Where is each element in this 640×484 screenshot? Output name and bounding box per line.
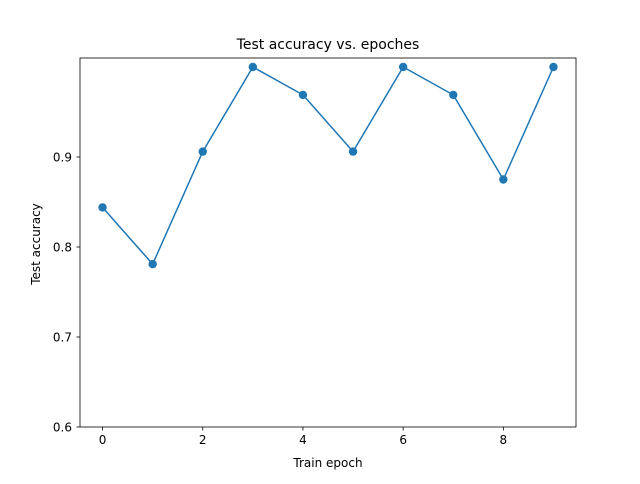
axis-ticks: 0 2 4 6 8 0.6 0.7 0.8 0.9 xyxy=(53,151,507,448)
y-tick-label: 0.7 xyxy=(53,331,72,345)
x-tick-label: 4 xyxy=(299,433,307,447)
x-axis-label: Train epoch xyxy=(292,456,362,470)
y-tick-label: 0.6 xyxy=(53,421,72,435)
data-point xyxy=(98,203,107,212)
y-tick-label: 0.9 xyxy=(53,151,72,165)
axes-frame xyxy=(79,57,577,428)
plot-area xyxy=(79,57,577,428)
data-point xyxy=(348,147,358,156)
data-point xyxy=(499,175,508,184)
chart-title: Test accuracy vs. epoches xyxy=(236,37,420,53)
data-point xyxy=(398,62,408,72)
series-line xyxy=(101,66,555,265)
x-tick-label: 2 xyxy=(199,433,207,447)
data-point xyxy=(148,259,157,269)
y-tick-label: 0.8 xyxy=(53,241,72,255)
data-point xyxy=(298,90,308,100)
x-tick-label: 0 xyxy=(99,433,107,447)
y-axis-label: Test accuracy xyxy=(29,203,43,286)
x-tick-label: 6 xyxy=(399,433,407,447)
x-tick-label: 8 xyxy=(500,433,508,447)
series-layer xyxy=(98,62,558,269)
data-point xyxy=(198,147,207,156)
data-point xyxy=(449,90,458,100)
data-point xyxy=(549,62,558,72)
data-point xyxy=(248,62,258,72)
